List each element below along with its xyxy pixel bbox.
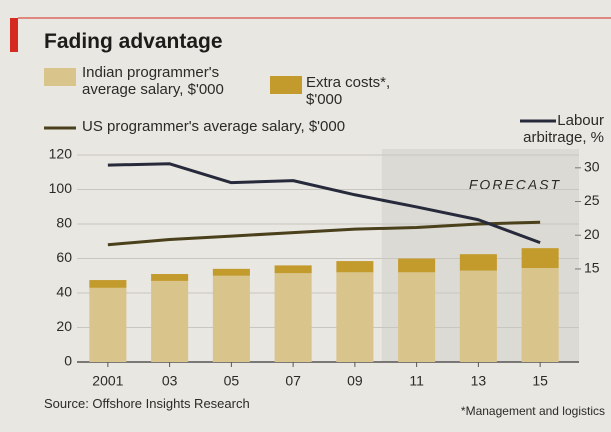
- y-tick-label: 100: [49, 180, 73, 196]
- y2-tick-label: 25: [584, 192, 600, 208]
- y-tick-label: 60: [56, 249, 72, 265]
- source: Source: Offshore Insights Research: [44, 396, 250, 411]
- bar-segment: [336, 261, 374, 273]
- y-tick-label: 20: [56, 318, 72, 334]
- legend-label: Indian programmer's average salary, $'00…: [82, 64, 224, 98]
- bar-segment: [212, 275, 250, 362]
- y-tick-label: 0: [64, 353, 72, 369]
- bar-segment: [521, 267, 559, 362]
- footnote: *Management and logistics: [460, 404, 605, 418]
- y-tick-label: 40: [56, 284, 72, 300]
- bar-segment: [398, 272, 436, 362]
- line-series: [107, 220, 541, 247]
- bar-segment: [212, 268, 250, 276]
- y2-tick-label: 15: [584, 260, 600, 276]
- legend-swatch: [270, 76, 302, 94]
- bar-segment: [89, 280, 127, 288]
- line-series: [107, 162, 541, 245]
- legend-label: US programmer's average salary, $'000: [82, 118, 346, 135]
- annotation: FORECAST: [469, 177, 561, 193]
- legend-label: Labour arbitrage, %: [523, 112, 604, 146]
- y-tick-label: 120: [49, 146, 73, 162]
- bar-segment: [336, 272, 374, 362]
- x-tick-label: 15: [532, 373, 548, 389]
- bar-segment: [151, 274, 189, 281]
- bar-segment: [398, 258, 436, 273]
- x-tick-label: 2001: [92, 373, 123, 389]
- bar-segment: [459, 270, 497, 362]
- x-tick-label: 11: [409, 373, 424, 389]
- bar-segment: [151, 280, 189, 362]
- x-tick-label: 03: [162, 373, 178, 389]
- red-marker: [10, 18, 18, 52]
- legend-label: Extra costs*, $'000: [306, 74, 391, 108]
- bar-segment: [521, 248, 559, 268]
- y2-tick-label: 30: [584, 159, 600, 175]
- y2-tick-label: 20: [584, 226, 600, 242]
- bar-segment: [274, 265, 312, 274]
- bar-segment: [459, 254, 497, 271]
- chart-title: Fading advantage: [44, 30, 223, 53]
- bar-segment: [274, 273, 312, 362]
- x-tick-label: 09: [347, 373, 363, 389]
- bar-segment: [89, 287, 127, 362]
- x-tick-label: 07: [285, 373, 301, 389]
- x-tick-label: 13: [471, 373, 487, 389]
- y-tick-label: 80: [56, 215, 72, 231]
- x-tick-label: 05: [224, 373, 240, 389]
- legend-swatch: [44, 68, 76, 86]
